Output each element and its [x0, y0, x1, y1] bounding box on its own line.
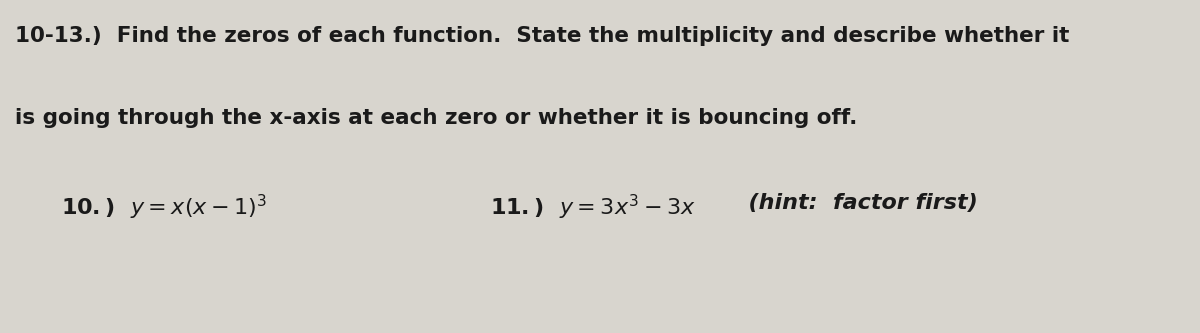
Text: $\mathbf{11.)}$  $y=3x^3-3x$: $\mathbf{11.)}$ $y=3x^3-3x$ — [490, 193, 696, 222]
Text: 10-13.)  Find the zeros of each function.  State the multiplicity and describe w: 10-13.) Find the zeros of each function.… — [16, 26, 1070, 46]
Text: is going through the x-axis at each zero or whether it is bouncing off.: is going through the x-axis at each zero… — [16, 108, 858, 128]
Text: (hint:  factor first): (hint: factor first) — [733, 193, 978, 213]
Text: $\mathbf{10.)}$  $y=x(x-1)^3$: $\mathbf{10.)}$ $y=x(x-1)^3$ — [61, 193, 266, 222]
